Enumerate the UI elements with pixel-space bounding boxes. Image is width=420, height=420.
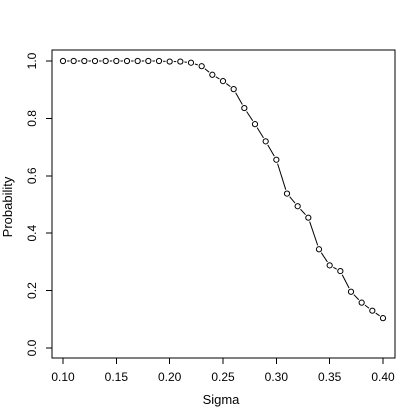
data-point — [305, 214, 312, 221]
data-point — [145, 57, 152, 65]
data-point — [219, 77, 227, 85]
y-tick-label: 1.0 — [25, 52, 39, 69]
data-point — [251, 121, 259, 128]
series-segment — [267, 144, 275, 157]
series-segment — [204, 68, 210, 73]
data-point — [81, 57, 88, 65]
x-tick-label: 0.35 — [318, 370, 342, 384]
data-point — [102, 57, 109, 65]
series-segment — [341, 274, 350, 289]
data-point — [294, 203, 301, 210]
axes: 0.10 0.15 0.20 0.25 0.30 0.35 0.40 0.0 0.2 0.4 0.6… — [25, 49, 396, 384]
data-point — [91, 57, 99, 65]
data-point — [70, 57, 77, 65]
data-point — [59, 57, 67, 65]
series-segment — [364, 304, 370, 309]
data-point — [166, 58, 173, 65]
x-tick-label: 0.20 — [158, 370, 182, 384]
data-point — [209, 71, 216, 78]
data-point — [326, 262, 333, 269]
series-segment — [256, 127, 264, 139]
series-segment — [289, 196, 296, 204]
data-point — [187, 59, 195, 66]
plot-area — [59, 57, 387, 322]
series-segment — [300, 208, 306, 216]
x-tick-label: 0.40 — [371, 370, 395, 384]
series-segment — [246, 111, 254, 122]
series-segment — [353, 294, 360, 301]
data-point — [347, 288, 355, 295]
y-tick-label: 0.8 — [25, 110, 39, 127]
data-point — [177, 58, 184, 65]
data-point — [358, 299, 365, 306]
y-tick-label: 0.4 — [25, 225, 39, 242]
data-point — [123, 57, 131, 65]
series-segment — [194, 63, 198, 66]
data-point — [262, 138, 269, 145]
y-tick-label: 0.0 — [25, 339, 39, 356]
x-tick-label: 0.10 — [51, 370, 75, 384]
data-point — [134, 57, 141, 65]
series-segment — [320, 252, 328, 263]
data-point — [113, 57, 120, 65]
data-point — [155, 57, 163, 65]
series-segment — [333, 266, 337, 270]
x-axis-label: Sigma — [203, 392, 241, 407]
series-segment — [235, 92, 243, 105]
y-tick-label: 0.6 — [25, 167, 39, 184]
x-tick-label: 0.25 — [211, 370, 235, 384]
data-point — [230, 86, 237, 93]
x-tick-label: 0.30 — [265, 370, 289, 384]
x-tick-label: 0.15 — [105, 370, 129, 384]
data-point — [283, 190, 291, 197]
series-segment — [225, 83, 231, 88]
series-segment — [309, 221, 319, 246]
series-segment — [375, 312, 380, 317]
series-segment — [277, 163, 287, 190]
data-point — [379, 315, 387, 322]
data-point — [337, 267, 344, 275]
data-point — [273, 156, 280, 163]
data-point — [241, 104, 248, 112]
data-point — [315, 246, 323, 253]
data-point — [198, 63, 205, 70]
series-segment — [215, 76, 220, 80]
y-tick-label: 0.2 — [25, 282, 39, 299]
y-axis-label: Probability — [0, 176, 15, 237]
data-point — [369, 307, 376, 314]
